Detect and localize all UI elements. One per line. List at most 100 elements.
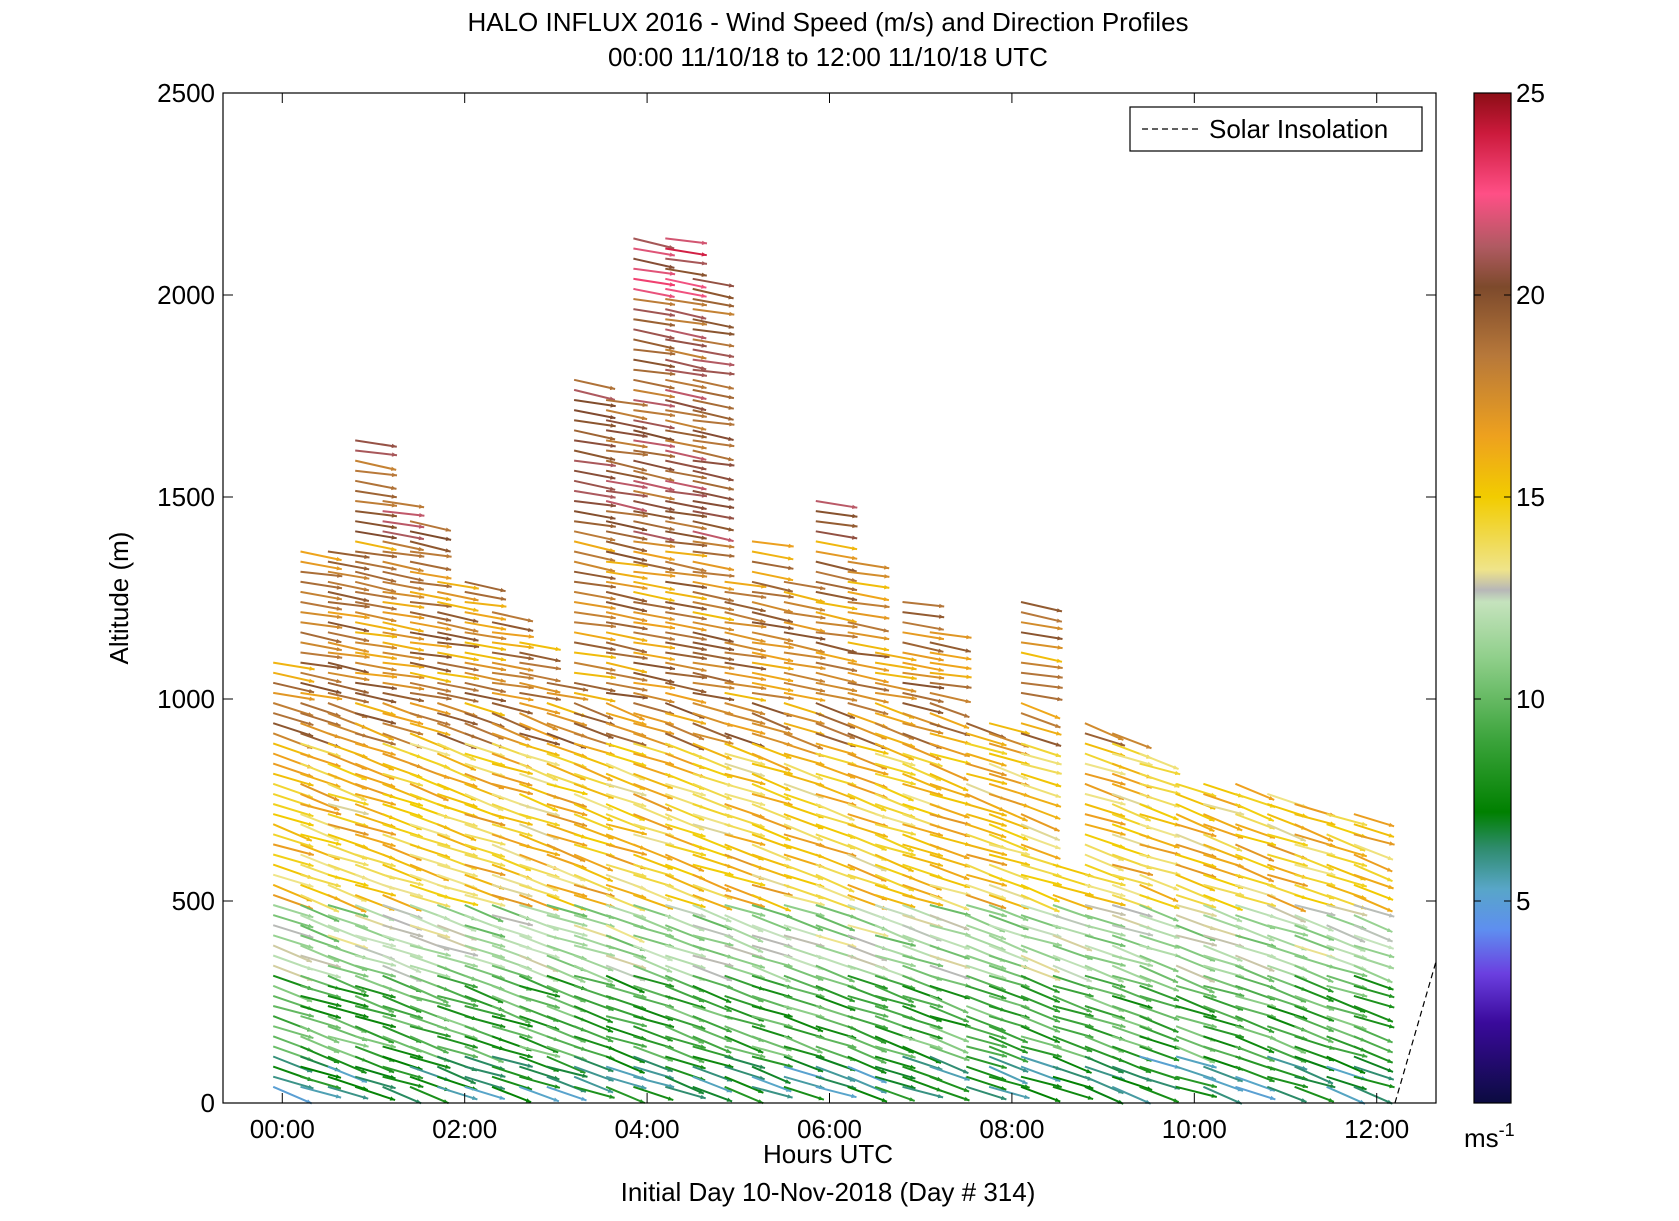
wind-vector [327, 661, 369, 674]
wind-vector-head [607, 776, 613, 781]
wind-vector [692, 469, 734, 482]
wind-vector-head [728, 496, 734, 501]
wind-vector-shaft [783, 611, 826, 620]
wind-vector [692, 621, 735, 632]
wind-vector [751, 580, 794, 593]
wind-vector [546, 1085, 587, 1102]
wind-vector-shaft [409, 651, 452, 659]
wind-vector-head [472, 872, 478, 878]
wind-vector-shaft [382, 621, 424, 633]
wind-vector [692, 328, 735, 336]
wind-vector-head [307, 843, 314, 848]
wind-vector [902, 691, 944, 704]
wind-vector-shaft [751, 631, 794, 643]
wind-vector [573, 873, 614, 892]
wind-vector-head [700, 406, 707, 411]
wind-vector-shaft [382, 1065, 424, 1080]
wind-vector-head [499, 1085, 505, 1090]
wind-vector [929, 1065, 970, 1082]
wind-vector-head [391, 686, 397, 691]
wind-vector-shaft [605, 1065, 647, 1081]
wind-vector-shaft [355, 489, 397, 499]
wind-vector-shaft [605, 944, 647, 960]
wind-vector-shaft [300, 580, 343, 590]
wind-vector [354, 853, 396, 868]
wind-vector [633, 1015, 675, 1029]
wind-vector-shaft [929, 974, 971, 988]
wind-vector-shaft [519, 843, 561, 857]
wind-vector-shaft [573, 813, 614, 831]
wind-vector-head [362, 1095, 369, 1100]
wind-vector-head [728, 586, 734, 591]
wind-vector-shaft [382, 954, 422, 974]
wind-vector [464, 1005, 506, 1018]
wind-vector-head [669, 656, 675, 661]
wind-vector-head [641, 851, 647, 856]
wind-vector [355, 590, 397, 600]
wind-vector [327, 691, 370, 704]
wind-vector-shaft [573, 944, 616, 957]
wind-vector [519, 752, 560, 767]
wind-vector-shaft [724, 944, 765, 960]
wind-vector-shaft [633, 1075, 675, 1089]
wind-vector-head [390, 943, 396, 948]
wind-vector [382, 570, 424, 582]
wind-vector-head [582, 790, 588, 796]
wind-vector-head [849, 926, 855, 931]
wind-vector [724, 641, 766, 653]
wind-vector-head [363, 566, 370, 571]
wind-vector-shaft [847, 631, 890, 641]
wind-vector-head [527, 618, 533, 623]
wind-vector-shaft [665, 368, 708, 377]
wind-vector-shaft [573, 661, 616, 672]
wind-vector [546, 833, 588, 847]
wind-vector [409, 661, 452, 673]
wind-vector-head [788, 645, 794, 650]
wind-vector-head [610, 443, 616, 448]
wind-vector-shaft [409, 924, 451, 939]
wind-vector [409, 893, 451, 908]
wind-vector [605, 520, 648, 532]
wind-vector-head [882, 710, 889, 715]
wind-vector [692, 641, 735, 652]
wind-vector-shaft [665, 388, 707, 400]
wind-vector-head [610, 494, 616, 499]
wind-vector-head [701, 355, 707, 360]
wind-vector [355, 449, 398, 457]
wind-vector-head [391, 535, 397, 540]
wind-vector-head [726, 734, 732, 739]
wind-vector [692, 298, 735, 308]
wind-vector [327, 792, 369, 806]
wind-vector-head [363, 831, 369, 836]
wind-vector-head [418, 577, 424, 582]
wind-vector-shaft [300, 772, 341, 788]
wind-vector-head [701, 272, 707, 277]
wind-vector-shaft [874, 974, 916, 990]
wind-vector-head [758, 1088, 764, 1093]
wind-vector [783, 904, 825, 917]
wind-vector-shaft [605, 1085, 646, 1104]
wind-vector [355, 671, 398, 679]
wind-vector-head [963, 1037, 969, 1042]
wind-vector-head [669, 335, 675, 340]
wind-vector-shaft [724, 712, 766, 725]
wind-vector-head [759, 761, 766, 766]
wind-vector-shaft [464, 934, 506, 948]
wind-vector-shaft [464, 833, 506, 846]
wind-vector-head [446, 575, 452, 580]
wind-vector [382, 772, 424, 787]
wind-vector-shaft [409, 1055, 451, 1069]
wind-vector-shaft [409, 1085, 449, 1105]
wind-vector-head [669, 453, 675, 459]
wind-vector [665, 429, 707, 439]
wind-vector-shaft [633, 782, 674, 800]
wind-vector-shaft [874, 661, 917, 671]
wind-vector [633, 722, 675, 735]
wind-vector-shaft [874, 954, 916, 968]
wind-vector-shaft [605, 469, 648, 480]
wind-vector-shaft [751, 641, 794, 649]
wind-vector-head [527, 1034, 533, 1039]
wind-vector-head [336, 556, 342, 562]
wind-vector [605, 611, 648, 623]
wind-vector-shaft [464, 893, 506, 907]
